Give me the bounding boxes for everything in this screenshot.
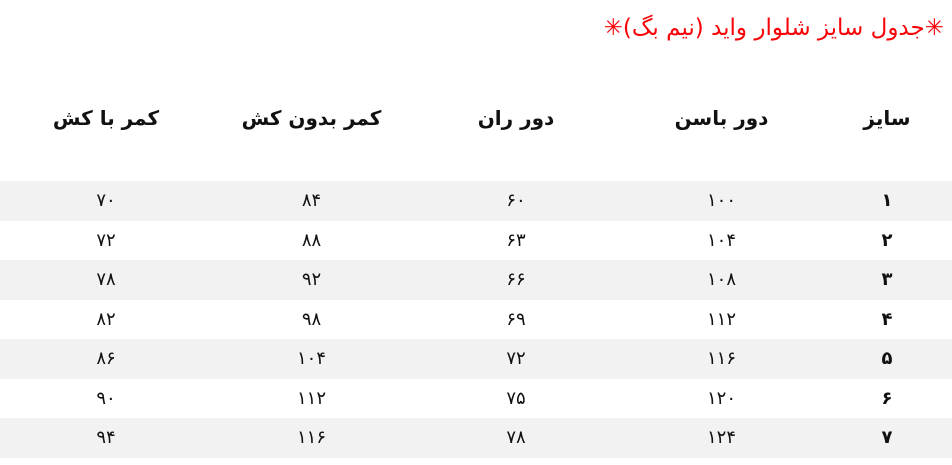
table-cell-hip: ۱۰۰: [706, 190, 736, 212]
table-cell-waist_no_elastic: ۸۴: [301, 190, 322, 212]
table-row: ۲ ۱۰۴ ۶۳ ۸۸ ۷۲: [0, 221, 952, 261]
table-cell-size: ۲: [881, 229, 893, 251]
column-header-waist-no-elastic: کمر بدون کش: [241, 106, 382, 130]
table-cell-waist_elastic: ۷۲: [96, 229, 116, 251]
table-row: ۱ ۱۰۰ ۶۰ ۸۴ ۷۰: [0, 181, 952, 221]
table-cell-waist_no_elastic: ۹۸: [301, 308, 322, 330]
table-cell-thigh: ۷۵: [506, 387, 526, 409]
table-row: ۶ ۱۲۰ ۷۵ ۱۱۲ ۹۰: [0, 379, 952, 419]
table-cell-waist_elastic: ۹۰: [96, 387, 116, 409]
table-cell-thigh: ۶۰: [506, 190, 526, 212]
table-cell-waist_elastic: ۷۰: [96, 190, 116, 212]
table-cell-waist_no_elastic: ۱۱۲: [296, 387, 326, 409]
table-cell-waist_elastic: ۹۴: [96, 427, 116, 449]
table-cell-waist_no_elastic: ۸۸: [301, 229, 322, 251]
table-cell-thigh: ۷۸: [506, 427, 526, 449]
table-cell-thigh: ۶۹: [506, 308, 526, 330]
table-cell-waist_no_elastic: ۱۱۶: [296, 427, 326, 449]
table-row: ۴ ۱۱۲ ۶۹ ۹۸ ۸۲: [0, 300, 952, 340]
table-cell-size: ۶: [881, 387, 893, 409]
table-cell-thigh: ۶۶: [506, 269, 526, 291]
table-row: ۵ ۱۱۶ ۷۲ ۱۰۴ ۸۶: [0, 339, 952, 379]
table-header-row: سایز دور باسن دور ران کمر بدون کش کمر با…: [0, 99, 952, 137]
table-row: ۳ ۱۰۸ ۶۶ ۹۲ ۷۸: [0, 260, 952, 300]
table-cell-size: ۷: [881, 427, 893, 449]
table-cell-waist_no_elastic: ۱۰۴: [296, 348, 326, 370]
table-cell-waist_elastic: ۷۸: [96, 269, 116, 291]
table-cell-hip: ۱۲۰: [706, 387, 736, 409]
column-header-waist-elastic: کمر با کش: [52, 106, 160, 130]
table-cell-waist_elastic: ۸۲: [96, 308, 116, 330]
table-cell-thigh: ۶۳: [506, 229, 526, 251]
table-cell-hip: ۱۱۲: [706, 308, 736, 330]
table-cell-hip: ۱۲۴: [706, 427, 736, 449]
table-row: ۷ ۱۲۴ ۷۸ ۱۱۶ ۹۴: [0, 418, 952, 458]
table-cell-size: ۵: [881, 348, 893, 370]
page-title: ✳جدول سایز شلوار واید (نیم بگ)✳: [603, 15, 944, 41]
table-cell-waist_no_elastic: ۹۲: [301, 269, 322, 291]
table-cell-hip: ۱۰۴: [706, 229, 736, 251]
table-body: ۱ ۱۰۰ ۶۰ ۸۴ ۷۰ ۲ ۱۰۴ ۶۳ ۸۸ ۷۲ ۳ ۱۰۸ ۶۶ ۹۲ ۷۸ ۴ ۱۱۲ ۶۹ ۹۸ ۸۲…: [0, 181, 952, 458]
table-cell-size: ۴: [881, 308, 893, 330]
table-cell-hip: ۱۰۸: [706, 269, 736, 291]
table-cell-size: ۱: [881, 190, 893, 212]
column-header-size: سایز: [863, 106, 911, 130]
table-cell-thigh: ۷۲: [506, 348, 526, 370]
table-cell-waist_elastic: ۸۶: [96, 348, 116, 370]
column-header-hip: دور باسن: [674, 106, 769, 130]
table-cell-hip: ۱۱۶: [706, 348, 736, 370]
table-cell-size: ۳: [881, 269, 893, 291]
column-header-thigh: دور ران: [477, 106, 555, 130]
